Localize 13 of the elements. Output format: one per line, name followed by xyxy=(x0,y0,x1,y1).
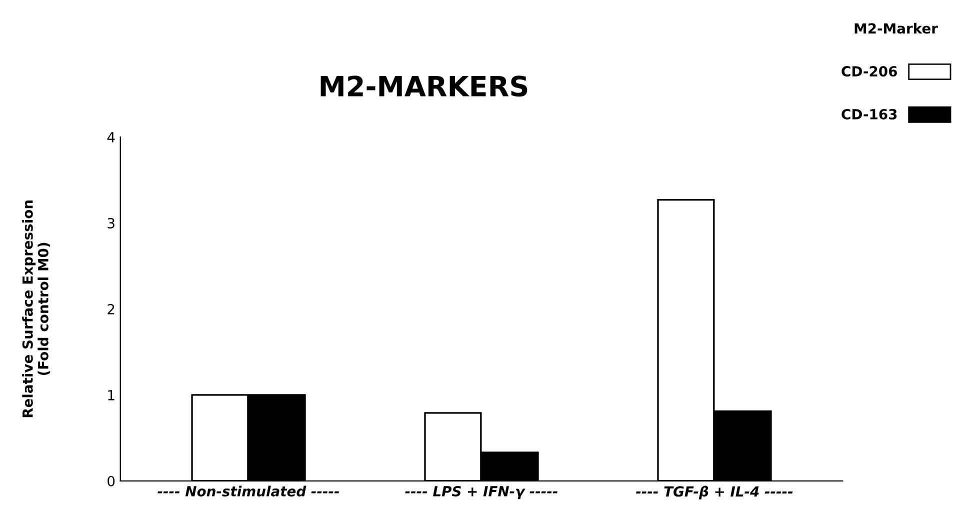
legend-title: M2-Marker xyxy=(854,22,938,34)
y-tick-label: 2 xyxy=(108,304,114,314)
legend-label: CD-206 xyxy=(842,66,897,77)
y-tick-label: 0 xyxy=(108,476,115,486)
y-axis-title: Relative Surface Expression (Fold control M0) xyxy=(22,200,50,418)
x-tick-label: ---- TGF-β + IL-4 ----- xyxy=(636,486,793,500)
y-tick-label: 4 xyxy=(107,132,115,142)
x-tick-label: ---- LPS + IFN-γ ----- xyxy=(405,486,558,500)
y-tick-label: 3 xyxy=(108,218,114,228)
legend-label: CD-163 xyxy=(842,108,897,120)
chart-title: M2-MARKERS xyxy=(320,76,528,97)
y-tick-label: 1 xyxy=(108,390,114,400)
x-tick-label: ---- Non-stimulated ----- xyxy=(158,486,340,496)
